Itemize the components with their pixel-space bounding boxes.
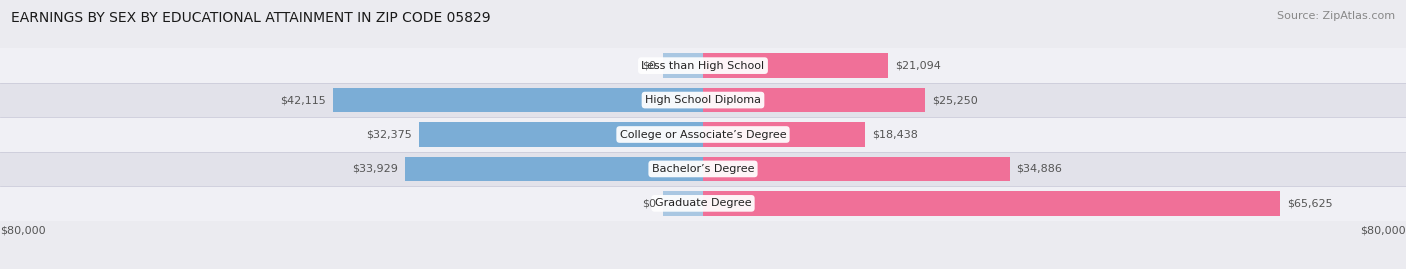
Bar [419,122,703,147]
Bar [703,191,1279,216]
Text: $42,115: $42,115 [280,95,326,105]
Bar [405,157,703,181]
Text: EARNINGS BY SEX BY EDUCATIONAL ATTAINMENT IN ZIP CODE 05829: EARNINGS BY SEX BY EDUCATIONAL ATTAINMEN… [11,11,491,25]
Text: $33,929: $33,929 [352,164,398,174]
Bar [703,157,1010,181]
Text: High School Diploma: High School Diploma [645,95,761,105]
Bar [0,117,1406,152]
Text: $0: $0 [643,61,657,71]
Text: Graduate Degree: Graduate Degree [655,198,751,208]
Text: $0: $0 [643,198,657,208]
Bar [0,152,1406,186]
Text: Less than High School: Less than High School [641,61,765,71]
Text: $34,886: $34,886 [1017,164,1063,174]
Text: Source: ZipAtlas.com: Source: ZipAtlas.com [1277,11,1395,21]
Text: Bachelor’s Degree: Bachelor’s Degree [652,164,754,174]
Bar [664,53,703,78]
Text: $18,438: $18,438 [872,129,918,140]
Text: $80,000: $80,000 [0,226,45,236]
Bar [703,122,865,147]
Bar [0,48,1406,83]
Text: College or Associate’s Degree: College or Associate’s Degree [620,129,786,140]
Bar [664,191,703,216]
Text: $32,375: $32,375 [366,129,412,140]
Text: $25,250: $25,250 [932,95,977,105]
Bar [703,53,889,78]
Bar [0,186,1406,221]
Bar [0,83,1406,117]
Bar [333,88,703,112]
Text: $21,094: $21,094 [896,61,941,71]
Bar [703,88,925,112]
Text: $80,000: $80,000 [1361,226,1406,236]
Text: $65,625: $65,625 [1286,198,1333,208]
